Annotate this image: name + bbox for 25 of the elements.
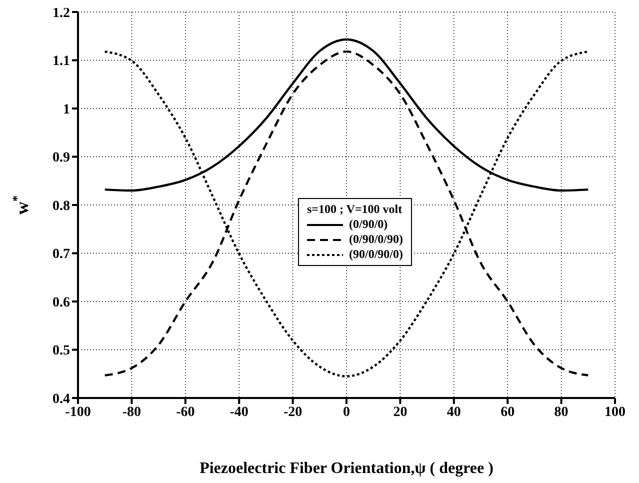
- legend-label: (0/90/0): [349, 217, 388, 232]
- x-tick-label: -80: [122, 404, 142, 420]
- legend-title: s=100 ; V=100 volt: [307, 202, 403, 217]
- x-tick-label: -100: [65, 404, 91, 420]
- x-tick-label: 40: [446, 404, 461, 420]
- legend-label: (0/90/0/90): [349, 232, 403, 247]
- y-tick-label: 1: [63, 102, 70, 118]
- x-tick-label: 0: [343, 404, 350, 420]
- y-tick-label: 1.2: [52, 6, 70, 21]
- x-tick-label: -40: [230, 404, 248, 420]
- legend-label: (90/0/90/0): [349, 247, 403, 262]
- x-tick-label: -20: [283, 404, 302, 420]
- y-tick-label: 0.5: [52, 344, 70, 359]
- y-tick-label: 0.7: [52, 247, 70, 262]
- x-tick-label: 80: [554, 404, 568, 420]
- x-tick-label: 100: [604, 404, 626, 420]
- y-tick-label: 0.8: [52, 198, 70, 214]
- x-tick-label: 20: [393, 404, 408, 420]
- y-tick-label: 1.1: [52, 54, 70, 70]
- y-tick-label: 0.9: [52, 150, 70, 166]
- x-axis-title: Piezoelectric Fiber Orientation,ψ ( degree ): [200, 460, 494, 477]
- x-tick-label: 60: [500, 404, 515, 420]
- y-tick-label: 0.4: [52, 392, 70, 407]
- x-tick-label: -60: [176, 404, 195, 420]
- y-tick-label: 0.6: [52, 295, 70, 310]
